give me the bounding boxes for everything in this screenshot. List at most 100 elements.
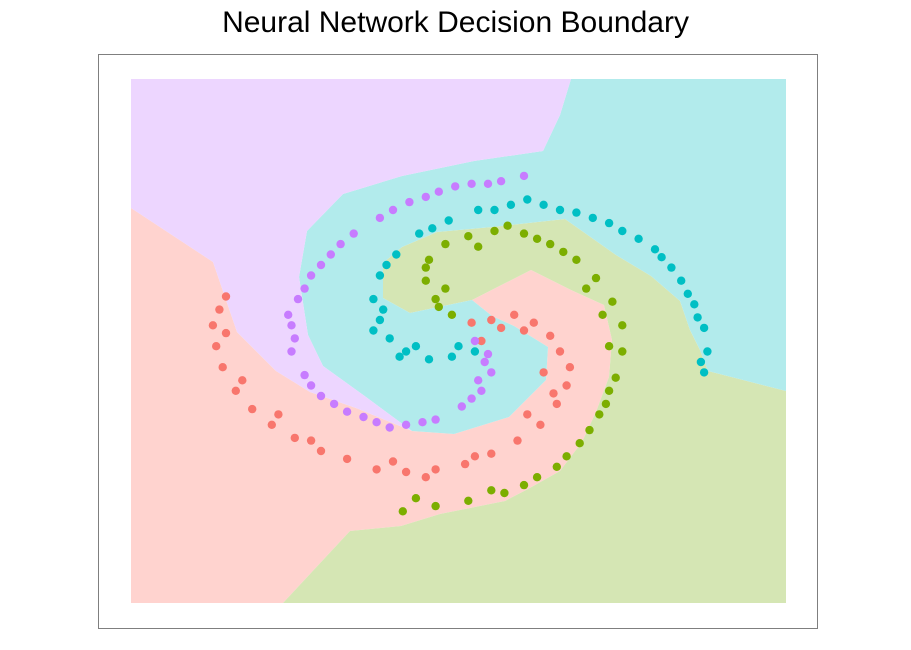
point-class-0 [467,318,476,327]
point-class-0 [539,368,548,377]
point-class-0 [290,433,299,443]
point-class-2 [424,355,434,364]
point-class-2 [618,226,627,236]
chart-title: Neural Network Decision Boundary [222,6,689,39]
point-class-3 [477,386,486,395]
point-class-2 [375,315,385,325]
point-class-1 [519,229,529,238]
point-class-1 [431,501,440,511]
point-class-0 [549,389,558,398]
point-class-0 [562,381,571,390]
plot-frame [98,54,818,629]
point-class-0 [529,318,538,327]
point-class-2 [667,263,676,272]
point-class-0 [248,404,257,414]
point-class-3 [316,391,326,401]
point-class-0 [496,323,506,333]
point-class-1 [611,373,620,382]
data-points [208,171,712,516]
point-class-1 [431,294,440,304]
point-class-2 [693,313,702,322]
point-class-3 [306,381,316,390]
point-class-1 [591,273,601,283]
point-class-1 [447,310,457,319]
point-class-0 [231,386,240,395]
point-class-2 [683,289,692,298]
point-class-3 [293,294,303,304]
point-class-1 [421,276,430,285]
point-class-3 [349,229,358,238]
point-class-0 [221,328,231,338]
point-class-2 [411,342,421,351]
point-class-2 [699,368,709,377]
point-class-3 [300,370,309,380]
point-class-2 [428,224,437,233]
point-class-0 [316,446,326,456]
point-class-3 [496,177,506,186]
point-class-2 [382,260,391,270]
point-class-1 [572,255,581,264]
point-class-2 [523,195,532,204]
point-class-1 [562,452,571,461]
point-class-3 [474,376,483,385]
point-class-0 [431,465,440,474]
point-class-0 [565,363,575,372]
point-class-3 [306,271,316,280]
point-class-1 [411,494,421,503]
point-class-3 [467,394,476,403]
point-class-2 [470,347,480,356]
point-class-0 [536,420,545,429]
point-class-1 [487,486,496,495]
point-class-3 [519,171,529,181]
point-class-2 [657,253,666,262]
point-class-1 [595,410,604,419]
point-class-1 [575,439,584,448]
point-class-2 [572,208,581,217]
point-class-2 [395,352,404,361]
point-class-2 [447,352,457,361]
point-class-1 [598,310,607,319]
point-class-0 [218,363,227,372]
point-class-2 [650,245,660,254]
point-class-1 [604,386,614,395]
point-class-2 [444,216,453,225]
point-class-0 [212,342,221,351]
point-class-2 [454,342,463,351]
point-class-2 [699,323,709,333]
point-class-0 [487,315,496,325]
point-class-2 [696,357,706,367]
point-class-3 [300,284,309,293]
point-class-1 [434,302,443,312]
point-class-0 [555,347,565,356]
point-class-0 [215,305,224,314]
point-class-3 [359,412,368,422]
point-class-1 [618,347,627,356]
point-class-0 [519,326,529,335]
point-class-3 [434,187,443,196]
point-class-0 [460,459,470,469]
point-class-2 [555,205,565,215]
point-class-3 [284,310,293,319]
point-class-1 [601,399,611,409]
point-class-2 [703,347,712,356]
point-class-0 [401,467,411,477]
point-class-1 [464,496,473,505]
point-class-2 [369,294,378,304]
point-class-0 [306,436,316,445]
point-class-0 [267,420,276,429]
point-class-3 [287,321,296,330]
point-class-2 [474,205,483,215]
point-class-1 [532,473,542,482]
point-class-2 [385,334,394,343]
point-class-3 [451,182,460,191]
point-class-3 [287,347,296,356]
point-class-0 [238,376,247,385]
point-class-3 [421,192,430,202]
point-class-2 [375,271,385,280]
point-class-3 [405,197,414,207]
point-class-0 [552,399,561,409]
point-class-3 [418,418,427,427]
point-class-2 [634,234,643,243]
point-class-1 [464,232,473,241]
